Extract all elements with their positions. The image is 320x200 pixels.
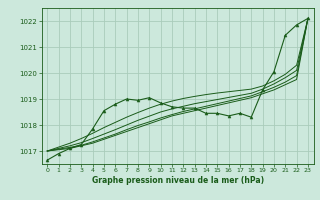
X-axis label: Graphe pression niveau de la mer (hPa): Graphe pression niveau de la mer (hPa) [92,176,264,185]
